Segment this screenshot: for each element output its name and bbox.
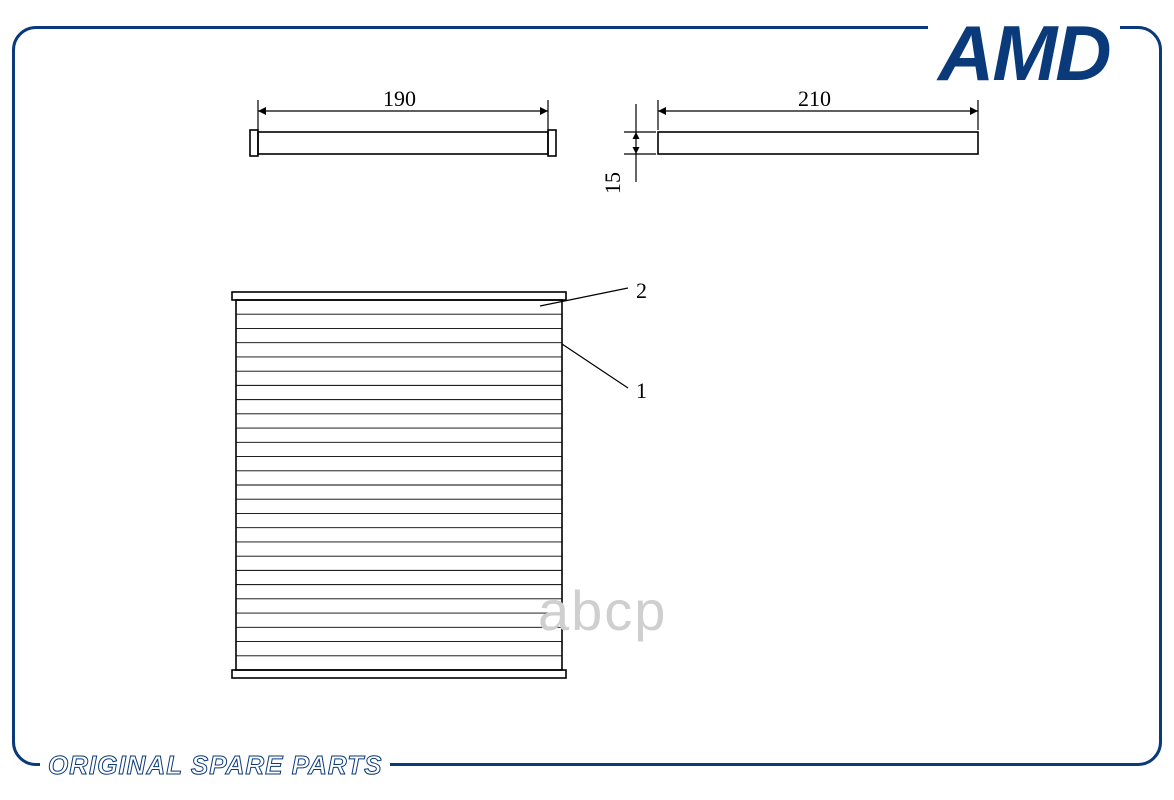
dim-15-label: 15 <box>600 172 626 194</box>
callout-2-label: 2 <box>636 278 647 304</box>
callout-1-label: 1 <box>636 378 647 404</box>
dim-190-label: 190 <box>383 86 416 112</box>
tagline: ORIGINAL SPARE PARTS <box>40 748 390 783</box>
brand-logo: AMD <box>928 8 1120 99</box>
watermark-text: abcp <box>538 578 667 643</box>
dim-210-label: 210 <box>798 86 831 112</box>
drawing-frame <box>12 26 1162 766</box>
